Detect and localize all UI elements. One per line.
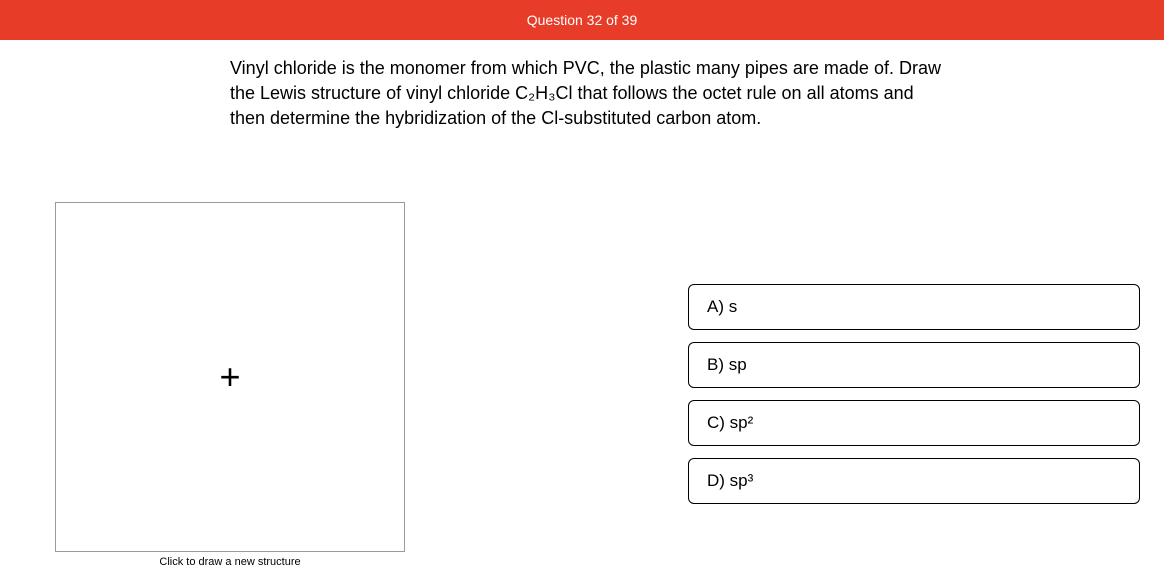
answer-option-a[interactable]: A) s: [688, 284, 1140, 330]
question-progress-header: Question 32 of 39: [0, 0, 1164, 40]
answer-label: C) sp²: [707, 413, 753, 432]
structure-draw-area[interactable]: +: [55, 202, 405, 552]
progress-text: Question 32 of 39: [527, 12, 638, 28]
answer-option-b[interactable]: B) sp: [688, 342, 1140, 388]
draw-area-caption: Click to draw a new structure: [55, 556, 405, 568]
question-text-content: Vinyl chloride is the monomer from which…: [230, 58, 941, 128]
plus-icon: +: [219, 359, 240, 395]
answer-label: D) sp³: [707, 471, 753, 490]
answer-label: A) s: [707, 297, 737, 316]
answer-option-d[interactable]: D) sp³: [688, 458, 1140, 504]
answer-options-list: A) s B) sp C) sp² D) sp³: [688, 284, 1140, 516]
question-prompt: Vinyl chloride is the monomer from which…: [230, 56, 950, 132]
answer-label: B) sp: [707, 355, 747, 374]
answer-option-c[interactable]: C) sp²: [688, 400, 1140, 446]
